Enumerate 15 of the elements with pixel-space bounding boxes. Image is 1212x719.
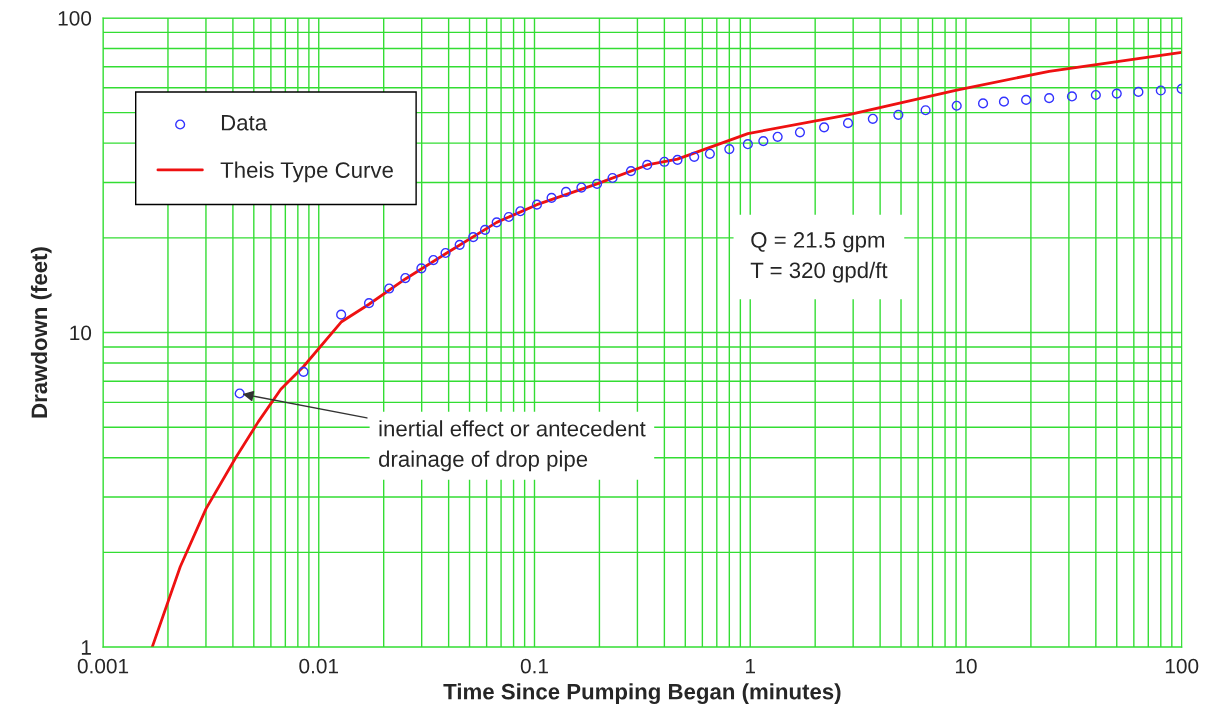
x-axis-title: Time Since Pumping Began (minutes) — [443, 683, 841, 704]
x-tick-label: 0.1 — [520, 658, 548, 674]
x-tick-label: 10 — [955, 658, 977, 674]
x-tick-label: 0.01 — [299, 658, 339, 674]
legend-label: Theis Type Curve — [220, 161, 393, 183]
x-tick-label: 1 — [746, 658, 756, 674]
y-axis-title: Drawdown (feet) — [30, 247, 52, 418]
x-tick-label: 0.001 — [77, 658, 129, 674]
y-tick-label: 1 — [81, 640, 91, 655]
annotation: Q = 21.5 gpm T = 320 gpd/ft — [750, 232, 888, 283]
x-tick-label: 100 — [1165, 658, 1199, 674]
legend-label: Data — [221, 115, 268, 131]
y-tick-label: 100 — [58, 10, 92, 26]
y-tick-label: 10 — [70, 325, 92, 341]
annotation: inertial effect or antecedent drainage of drop pipe — [379, 420, 646, 472]
